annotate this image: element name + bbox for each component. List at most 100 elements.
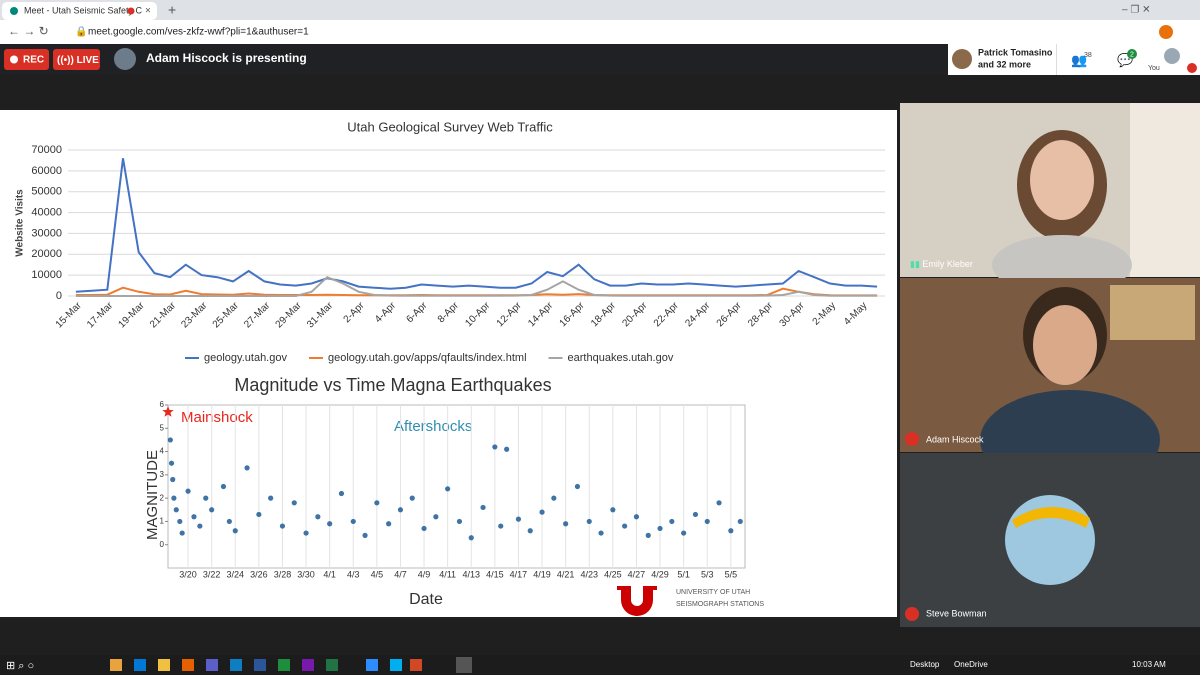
scatter-point: [291, 500, 297, 506]
mic-off: [905, 432, 919, 446]
x-tick-label: 4/25: [604, 569, 622, 579]
x-tick-label: 5/5: [725, 569, 738, 579]
x-tick-label: 4/13: [462, 569, 480, 579]
profile-avatar[interactable]: [1159, 25, 1173, 39]
scatter-point: [728, 528, 734, 534]
app-icon[interactable]: [110, 659, 122, 671]
x-tick-label: 3/22: [203, 569, 221, 579]
video-person-face: [1030, 140, 1094, 220]
app-icon[interactable]: [230, 659, 242, 671]
taskbar-onedrive[interactable]: OneDrive: [954, 660, 988, 669]
app-icon[interactable]: [302, 659, 314, 671]
x-tick-label: 4/21: [557, 569, 575, 579]
scatter-point: [645, 532, 651, 539]
scatter-point: [421, 525, 427, 532]
scatter-point: [669, 518, 675, 525]
nav-buttons[interactable]: ← → ↻: [8, 24, 49, 38]
scatter-point: [716, 500, 722, 506]
logo-line2: OF UTAH: [720, 589, 750, 596]
taskbar-desktop[interactable]: Desktop: [910, 660, 940, 669]
app-icon[interactable]: [134, 659, 146, 671]
app-icon-active[interactable]: [456, 657, 472, 673]
scatter-point: [563, 521, 569, 527]
app-icon[interactable]: [366, 659, 378, 671]
recording-dot: [127, 7, 135, 15]
mic-off: [1187, 63, 1197, 73]
scatter-point: [586, 518, 592, 525]
scatter-point: [209, 507, 215, 513]
y-axis-label: MAGNITUDE: [144, 450, 161, 540]
scatter-point: [168, 460, 175, 466]
start-button[interactable]: ⊞ ⌕ ○: [6, 660, 34, 672]
scatter-point: [397, 507, 404, 513]
url[interactable]: meet.google.com/ves-zkfz-wwf?pli=1&authu…: [88, 27, 309, 38]
scatter-point: [338, 490, 345, 497]
scatter-point: [551, 495, 557, 501]
avatar-paraglider: [1012, 506, 1090, 528]
x-tick-label: 4/7: [394, 569, 407, 579]
window-controls[interactable]: – ❐ ✕: [1122, 5, 1150, 16]
app-icon[interactable]: [182, 659, 194, 671]
scatter-point: [504, 446, 510, 452]
live-text: LIVE: [77, 55, 100, 66]
x-tick-label: 4/17: [510, 569, 528, 579]
y-tick-label: 50000: [31, 186, 62, 198]
live-label: ((•)) LIVE: [57, 55, 99, 66]
participant-avatar: [952, 49, 972, 69]
scatter-point: [737, 518, 743, 525]
app-icon[interactable]: [410, 659, 422, 671]
participant-count: 38: [1084, 52, 1092, 59]
app-icon[interactable]: [390, 659, 402, 671]
app-icon[interactable]: [158, 659, 170, 671]
scatter-point: [350, 518, 356, 525]
scatter-point: [468, 535, 474, 541]
app-icon[interactable]: [206, 659, 218, 671]
x-tick-label: 4/9: [418, 569, 431, 579]
toolbar: [0, 20, 1200, 44]
series-line: [75, 276, 878, 297]
tab[interactable]: [2, 2, 157, 20]
scatter-point: [244, 465, 250, 471]
chart-title: Utah Geological Survey Web Traffic: [347, 119, 553, 134]
taskbar: [0, 655, 1200, 675]
people-icon[interactable]: 👥: [1071, 52, 1087, 67]
scatter-point: [191, 514, 197, 520]
legend-label: earthquakes.utah.gov: [568, 352, 674, 364]
scatter-point: [386, 521, 392, 527]
mainshock-star: [162, 406, 174, 417]
new-tab[interactable]: +: [168, 2, 176, 18]
mainshock-label: Mainshock: [181, 409, 253, 426]
logo-line1: UNIVERSITY: [676, 589, 718, 596]
tab-close[interactable]: ×: [145, 6, 151, 17]
taskbar-time: 10:03 AM: [1132, 660, 1166, 669]
lock: 🔒: [75, 26, 87, 38]
scatter-point: [527, 528, 533, 534]
scatter-point: [315, 514, 321, 520]
scatter-point: [480, 504, 486, 511]
rec-label: REC: [23, 55, 44, 66]
self-label: You: [1148, 65, 1160, 72]
y-tick-label: 0: [160, 540, 165, 549]
scatter-point: [574, 483, 581, 490]
slide: [0, 110, 897, 617]
scatter-point: [704, 518, 710, 525]
x-tick-label: 3/26: [250, 569, 268, 579]
scatter-point: [279, 523, 286, 529]
video-background: [1130, 103, 1200, 277]
scatter-point: [197, 523, 203, 529]
app-icon[interactable]: [326, 659, 338, 671]
scatter-point: [220, 483, 227, 490]
scatter-point: [681, 530, 687, 536]
y-tick-label: 40000: [31, 206, 62, 218]
scatter-point: [170, 476, 176, 483]
scatter-point: [456, 518, 463, 525]
x-tick-label: 4/15: [486, 569, 504, 579]
app-icon[interactable]: [254, 659, 266, 671]
app-icon[interactable]: [278, 659, 290, 671]
x-axis-label: Date: [409, 591, 443, 608]
rec-dot: [10, 55, 18, 64]
y-tick-label: 30000: [31, 227, 62, 239]
y-tick-label: 2: [160, 493, 165, 502]
